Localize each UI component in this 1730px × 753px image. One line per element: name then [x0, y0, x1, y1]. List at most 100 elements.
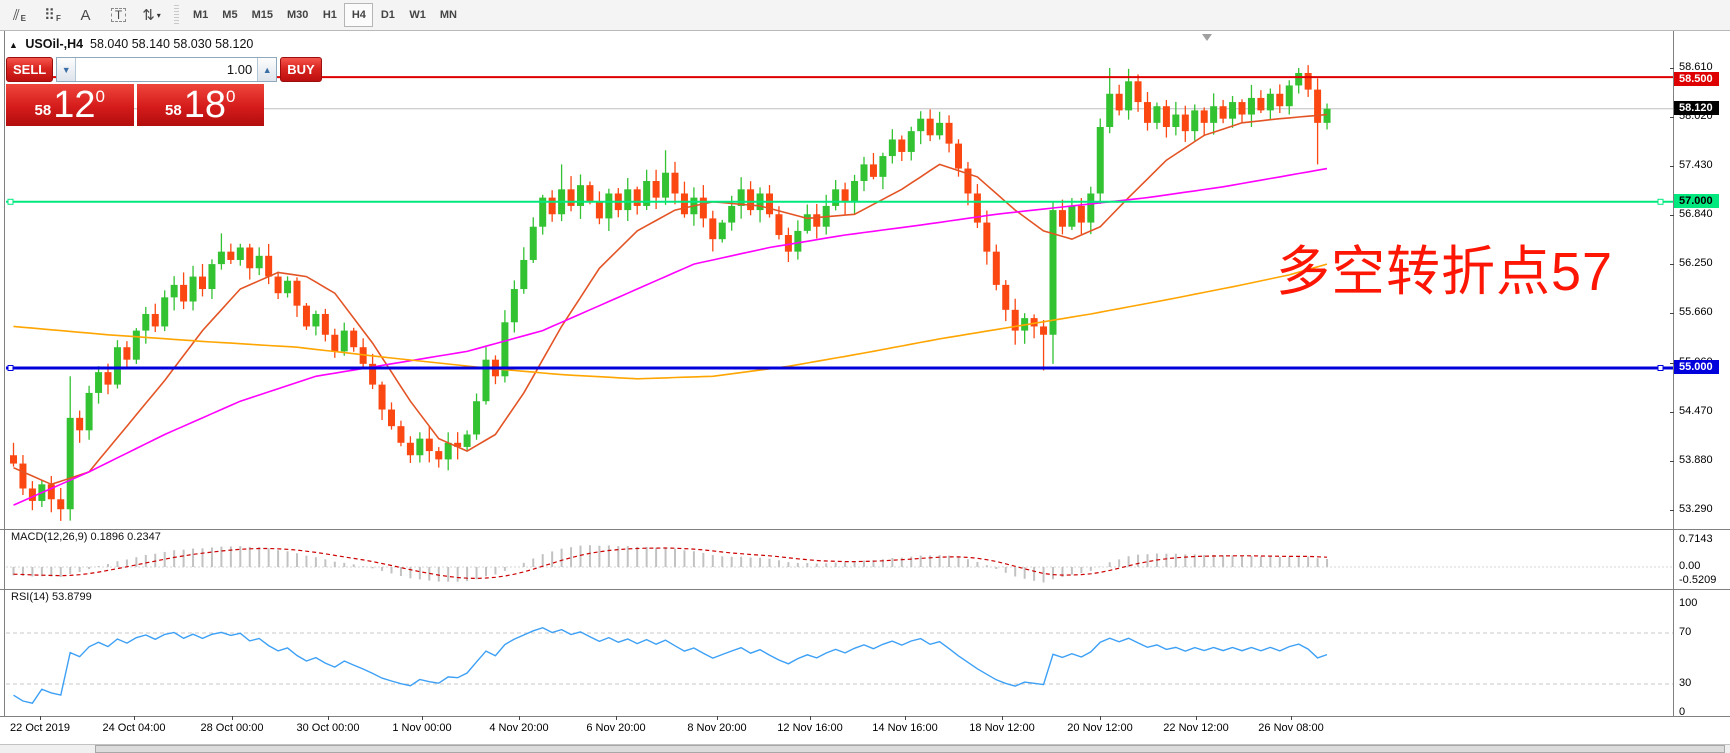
price-line-label-58.500: 58.500 [1674, 72, 1719, 86]
volume-decrease-button[interactable]: ▼ [57, 58, 77, 81]
volume-input[interactable] [76, 58, 258, 81]
text-box-icon[interactable]: T [103, 2, 134, 28]
time-tick-label: 6 Nov 20:00 [586, 722, 646, 734]
ma-mid-magenta[interactable] [13, 167, 1328, 506]
tab-timeframe-M5[interactable]: M5 [215, 3, 244, 27]
time-tick-mark [134, 716, 135, 720]
hline-handle[interactable] [7, 364, 14, 371]
macd-tick-label: 0.00 [1679, 560, 1701, 572]
macd-tick-label: -0.5209 [1679, 574, 1717, 586]
bid-pipette: 0 [95, 87, 105, 106]
time-tick-label: 12 Nov 16:00 [777, 722, 843, 734]
tab-timeframe-M15[interactable]: M15 [245, 3, 280, 27]
time-tick-mark [905, 716, 906, 720]
bid-price-display[interactable]: 58 12 0 [6, 84, 134, 126]
sell-button[interactable]: SELL [6, 57, 54, 82]
price-tick-label: 53.880 [1679, 454, 1713, 466]
time-tick-label: 26 Nov 08:00 [1258, 722, 1324, 734]
toolbar-drag-handle[interactable] [174, 5, 179, 25]
time-tick-mark [40, 716, 41, 720]
ask-price-display[interactable]: 58 18 0 [136, 84, 264, 126]
price-tick-label: 54.470 [1679, 405, 1713, 417]
price-tick-label: 53.290 [1679, 503, 1713, 515]
rsi-label: RSI(14) 53.8799 [11, 591, 92, 603]
price-tick-mark [1670, 461, 1674, 462]
time-tick-mark [1291, 716, 1292, 720]
time-tick-label: 18 Nov 12:00 [969, 722, 1035, 734]
trade-controls-row: SELL ▼ ▲ BUY [6, 57, 322, 82]
time-tick-mark [1002, 716, 1003, 720]
tab-timeframe-H1[interactable]: H1 [315, 3, 344, 27]
time-tick-label: 4 Nov 20:00 [489, 722, 549, 734]
rsi-line [13, 626, 1328, 704]
hline-handle[interactable] [1657, 364, 1664, 371]
ma-slow-orange[interactable] [13, 263, 1328, 380]
symbol-header: ▲ USOil-,H4 58.040 58.140 58.030 58.120 [9, 37, 253, 51]
price-tick-label: 57.430 [1679, 159, 1713, 171]
arrow-tools-icon[interactable]: ⇅ ▾ [136, 2, 167, 28]
price-tick-label: 58.610 [1679, 61, 1713, 73]
candles-series[interactable] [10, 65, 1331, 521]
volume-increase-button[interactable]: ▲ [257, 58, 277, 81]
top-toolbar: ⫽ E ⠿ F A T ⇅ ▾ M1 M5 M15 M30 H1 H4 D1 W1 MN [0, 0, 1730, 31]
price-tick-mark [1670, 166, 1674, 167]
trade-price-row: 58 12 0 58 18 0 [6, 84, 264, 126]
buy-button[interactable]: BUY [280, 57, 322, 82]
hline-handle[interactable] [1657, 198, 1664, 205]
timeframe-group: M1 M5 M15 M30 H1 H4 D1 W1 MN [186, 3, 464, 27]
time-tick-mark [1100, 716, 1101, 720]
expert-advisor-icon[interactable]: ⫽ E [4, 2, 35, 28]
price-tick-mark [1670, 363, 1674, 364]
price-tick-mark [1670, 215, 1674, 216]
tab-timeframe-W1[interactable]: W1 [402, 3, 433, 27]
rsi-pane-canvas[interactable] [6, 590, 1673, 716]
time-tick-label: 28 Oct 00:00 [200, 722, 264, 734]
chart-left-border [4, 31, 5, 717]
time-tick-label: 14 Nov 16:00 [872, 722, 938, 734]
macd-pane-bottom-border [0, 589, 1730, 590]
bid-pips: 12 [53, 84, 96, 126]
chart-annotation-text[interactable]: 多空转折点57 [1276, 242, 1614, 302]
chart-shift-marker-icon[interactable] [1202, 34, 1212, 41]
price-line-label-57.000: 57.000 [1674, 194, 1719, 208]
time-tick-mark [1196, 716, 1197, 720]
time-tick-label: 30 Oct 00:00 [296, 722, 360, 734]
price-tick-mark [1670, 412, 1674, 413]
rsi-tick-label: 100 [1679, 597, 1698, 609]
time-tick-mark [717, 716, 718, 720]
fractals-grid-icon[interactable]: ⠿ F [37, 2, 68, 28]
price-tick-label: 56.840 [1679, 208, 1713, 220]
price-axis-border [1673, 31, 1674, 717]
ask-pips: 18 [183, 84, 226, 126]
rsi-tick-label: 70 [1679, 626, 1692, 638]
price-line-label-55.000: 55.000 [1674, 360, 1719, 374]
rsi-tick-label: 30 [1679, 677, 1692, 689]
one-click-trading-panel: SELL ▼ ▲ BUY 58 12 0 58 18 0 [6, 57, 322, 126]
text-label-icon[interactable]: A [70, 2, 101, 28]
rsi-tick-label: 0 [1679, 706, 1686, 718]
main-pane-bottom-border [0, 529, 1730, 530]
symbol-name: USOil-,H4 [25, 37, 84, 51]
rsi-pane-bottom-border [0, 716, 1730, 717]
tab-timeframe-M30[interactable]: M30 [280, 3, 315, 27]
tab-timeframe-MN[interactable]: MN [433, 3, 464, 27]
bid-integer: 58 [34, 102, 52, 119]
tab-timeframe-H4[interactable]: H4 [344, 3, 374, 27]
ma-fast-red[interactable] [13, 113, 1328, 486]
time-tick-mark [328, 716, 329, 720]
macd-pane-canvas[interactable] [6, 530, 1673, 589]
symbol-marker-icon: ▲ [9, 40, 18, 50]
volume-stepper: ▼ ▲ [56, 57, 278, 82]
hline-handle[interactable] [7, 198, 14, 205]
tab-timeframe-M1[interactable]: M1 [186, 3, 215, 27]
tab-timeframe-D1[interactable]: D1 [373, 3, 402, 27]
time-tick-mark [232, 716, 233, 720]
macd-signal-line [13, 547, 1328, 580]
time-tick-label: 20 Nov 12:00 [1067, 722, 1133, 734]
symbol-ohlc-values: 58.040 58.140 58.030 58.120 [90, 37, 254, 51]
ask-pipette: 0 [226, 87, 236, 106]
price-tick-mark [1670, 264, 1674, 265]
price-tick-mark [1670, 510, 1674, 511]
time-tick-label: 8 Nov 20:00 [687, 722, 747, 734]
price-tick-label: 55.660 [1679, 306, 1713, 318]
